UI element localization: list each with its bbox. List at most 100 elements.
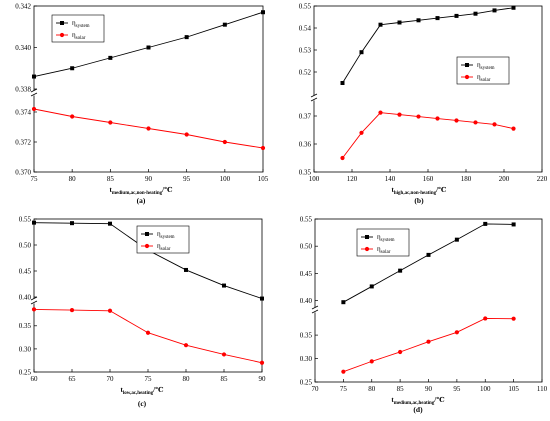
series-line-solar [342, 112, 514, 159]
data-point-solar [145, 330, 151, 335]
data-point-system [222, 283, 226, 288]
y-tick-label: 0.55 [299, 2, 312, 10]
panel-label: (a) [137, 196, 146, 205]
chart-panel-b: 100 120 140 160 180 200 220 0.52 0.53 0.54 0.55 0.3… [299, 2, 548, 205]
legend-marker-solar [464, 74, 470, 80]
data-point-system [70, 66, 75, 71]
data-point-solar [31, 307, 37, 312]
legend-marker-system [145, 232, 149, 236]
axis-break-mark [30, 296, 38, 301]
y-tick-label: 0.372 [15, 138, 31, 146]
x-tick-label: 160 [423, 175, 434, 183]
y-tick-label: 0.50 [300, 243, 313, 251]
x-tick-label: 85 [221, 375, 229, 383]
data-point-system [32, 220, 36, 225]
legend-marker-system [465, 63, 469, 67]
data-point-solar [107, 308, 113, 313]
data-point-system [222, 22, 227, 27]
data-point-system [454, 237, 459, 242]
x-tick-label: 70 [107, 375, 115, 383]
data-point-solar [492, 122, 497, 127]
series-line-solar [33, 308, 263, 364]
data-point-system [426, 252, 431, 257]
x-tick-label: 200 [499, 175, 510, 183]
series-line-solar [343, 318, 514, 373]
legend-marker-solar [59, 32, 65, 38]
plot-frame [313, 5, 543, 173]
data-point-system [483, 221, 488, 226]
data-point-solar [359, 130, 364, 135]
legend-label-system: ηsystem [157, 230, 175, 240]
data-point-solar [221, 352, 227, 357]
x-tick-label: 110 [537, 385, 548, 393]
data-point-solar [222, 139, 227, 145]
legend-label-system: ηsystem [72, 19, 90, 29]
x-tick-label: 100 [220, 175, 231, 183]
data-point-solar [31, 106, 37, 112]
data-point-system [184, 35, 189, 40]
x-axis-label: tmedium,ac,heating/℃ [391, 396, 445, 406]
y-tick-label: 0.342 [15, 2, 31, 10]
data-point-solar [511, 316, 516, 321]
y-tick-label: 0.55 [300, 215, 313, 223]
axis-break-mark [310, 93, 318, 98]
x-tick-label: 80 [368, 385, 376, 393]
y-tick-label: 0.52 [299, 68, 312, 76]
x-tick-label: 65 [69, 375, 77, 383]
x-tick-label: 70 [312, 385, 320, 393]
x-tick-label: 105 [258, 175, 269, 183]
legend-label-system: ηsystem [477, 61, 495, 71]
x-tick-label: 220 [537, 175, 548, 183]
x-tick-label: 100 [309, 175, 320, 183]
data-point-system [108, 221, 112, 226]
data-point-solar [435, 116, 440, 121]
y-tick-label: 0.45 [19, 267, 32, 275]
data-point-system [341, 300, 346, 305]
x-tick-label: 95 [183, 175, 191, 183]
legend-marker-system [365, 235, 369, 239]
legend-label-solar: ηsolar [377, 245, 391, 255]
legend-box [136, 225, 190, 254]
x-tick-label: 95 [453, 385, 461, 393]
x-tick-label: 80 [69, 175, 77, 183]
data-point-solar [397, 112, 402, 117]
x-tick-label: 85 [397, 385, 405, 393]
y-tick-label: 0.54 [299, 24, 312, 32]
y-tick-label: 0.45 [300, 270, 313, 278]
axis-break-mark [310, 97, 318, 102]
axis-break-mark [30, 300, 38, 305]
legend: ηsystem ηsolar [136, 225, 190, 254]
data-point-solar [108, 120, 113, 125]
data-point-solar [454, 330, 459, 335]
x-tick-label: 75 [31, 175, 39, 183]
x-tick-label: 140 [385, 175, 396, 183]
panel-label: (b) [414, 196, 424, 205]
y-tick-label: 0.340 [15, 44, 31, 52]
legend-marker-system [60, 21, 64, 25]
data-point-system [511, 5, 516, 10]
data-point-solar [70, 114, 75, 119]
legend-marker-solar [364, 246, 370, 252]
data-point-system [454, 13, 459, 18]
data-point-solar [341, 369, 346, 374]
data-point-solar [483, 316, 488, 321]
data-point-solar [416, 114, 421, 119]
data-point-system [492, 8, 497, 13]
x-tick-label: 75 [145, 375, 153, 383]
legend: ηsystem ηsolar [456, 56, 510, 85]
y-tick-label: 0.25 [300, 378, 313, 386]
data-point-system [398, 268, 403, 273]
data-point-solar [259, 360, 265, 365]
data-point-system [261, 10, 265, 15]
data-point-system [260, 296, 264, 301]
data-point-system [473, 11, 478, 16]
panel-label: (c) [138, 399, 147, 408]
y-tick-label: 0.35 [299, 168, 312, 176]
data-point-system [416, 18, 421, 23]
axis-break-mark [30, 88, 38, 93]
x-tick-label: 120 [347, 175, 358, 183]
series-line-system [342, 7, 514, 84]
chart-panel-d: 70 75 80 85 90 95 100 105 110 0.40 0.45 0.50 0.55 0.2… [300, 215, 548, 414]
data-point-solar [454, 118, 459, 123]
data-point-system [340, 81, 345, 85]
